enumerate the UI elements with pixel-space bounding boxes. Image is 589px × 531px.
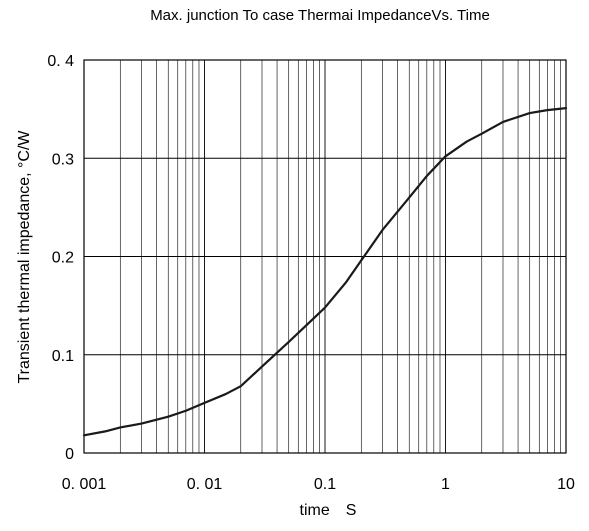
y-axis-label: Transient thermal impedance, °C/W — [16, 130, 33, 384]
chart-title: Max. junction To case Thermai ImpedanceV… — [150, 7, 490, 24]
series-line — [82, 107, 568, 437]
x-axis-label: time S — [300, 502, 357, 519]
x-tick-label: 10 — [557, 476, 575, 493]
series-layer — [82, 107, 568, 437]
y-tick-label: 0 — [65, 446, 74, 463]
x-tick-label: 0. 01 — [187, 476, 223, 493]
y-tick-label: 0.2 — [52, 250, 74, 267]
x-tick-label: 1 — [441, 476, 450, 493]
y-tick-label: 0. 4 — [47, 53, 74, 70]
grid — [84, 60, 566, 453]
tick-labels: 0. 001 0. 01 0.1 1 10 0 0.1 0.2 0.3 0. 4 — [47, 53, 575, 493]
x-tick-label: 0. 001 — [62, 476, 107, 493]
plot-frame — [83, 59, 567, 454]
x-tick-label: 0.1 — [314, 476, 336, 493]
y-tick-label: 0.3 — [52, 151, 74, 168]
y-tick-label: 0.1 — [52, 348, 74, 365]
